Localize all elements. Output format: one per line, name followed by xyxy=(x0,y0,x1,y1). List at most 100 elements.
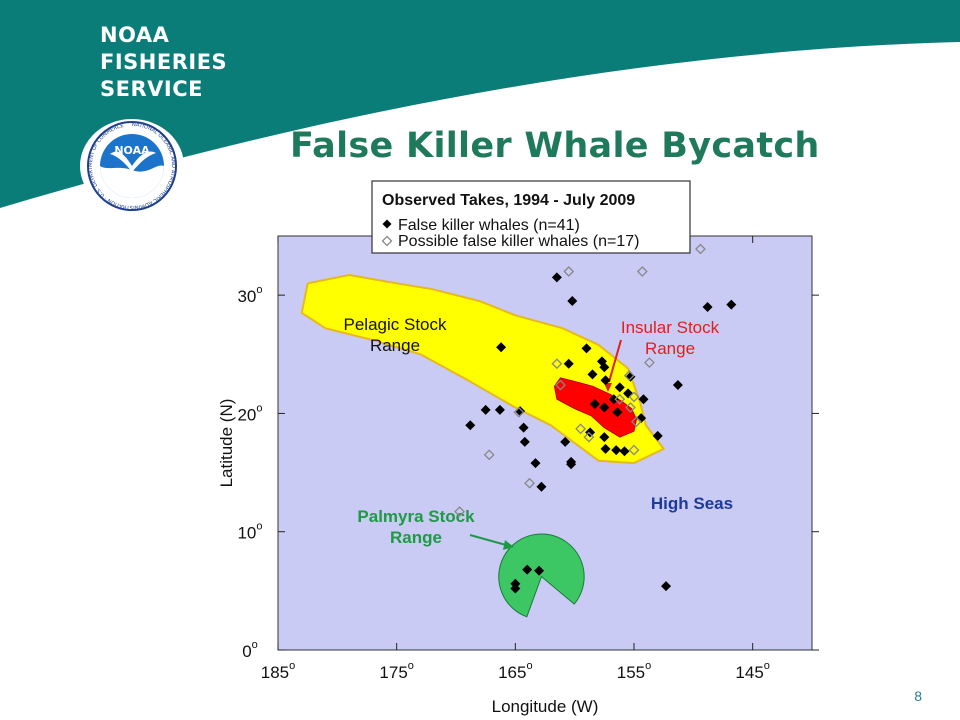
false-killer-whale-point xyxy=(638,394,649,405)
false-killer-whale-point xyxy=(530,458,541,469)
insular-arrowhead xyxy=(604,383,612,392)
x-tick-label: 165o xyxy=(498,660,533,682)
possible-false-killer-whale-point xyxy=(575,423,587,435)
false-killer-whale-point xyxy=(518,422,529,433)
false-killer-whale-point xyxy=(702,301,713,312)
x-tick-label: 185o xyxy=(261,660,296,682)
x-tick-label: 155o xyxy=(617,660,652,682)
possible-false-killer-whale-point xyxy=(625,402,636,413)
possible-false-killer-whale-point xyxy=(454,506,465,518)
insular-stock-label: Insular Stock xyxy=(621,318,720,337)
palmyra-arrow xyxy=(469,534,507,546)
legend-title: Observed Takes, 1994 - July 2009 xyxy=(382,192,635,209)
y-tick-label: 30o xyxy=(237,284,262,306)
x-axis-label: Longitude (W) xyxy=(492,697,599,716)
tick-degree: o xyxy=(256,521,262,533)
insular-arrow xyxy=(608,339,622,383)
legend-open-diamond-icon xyxy=(381,235,393,247)
tick-degree: o xyxy=(256,402,262,414)
possible-false-killer-whale-point xyxy=(524,477,535,489)
possible-false-killer-whale-point xyxy=(644,357,655,368)
false-killer-whale-point xyxy=(496,342,507,353)
seal-label: NOAA xyxy=(114,144,150,157)
false-killer-whale-point xyxy=(619,446,630,457)
insular-stock-label-line2: Range xyxy=(645,339,695,358)
possible-false-killer-whale-point xyxy=(583,431,595,443)
false-killer-whale-point xyxy=(672,380,683,391)
page-number: 8 xyxy=(914,688,922,704)
noaa-seal-icon: NATIONAL OCEANIC AND ATMOSPHERIC ADMINIS… xyxy=(80,119,184,213)
tick-degree: o xyxy=(526,660,532,672)
legend-box xyxy=(371,180,691,254)
palmyra-stock-label: Palmyra Stock xyxy=(357,507,475,526)
false-killer-whale-point xyxy=(480,404,491,415)
x-tick-label: 145o xyxy=(735,660,770,682)
palmyra-arrowhead xyxy=(503,540,514,550)
high-seas-label: High Seas xyxy=(651,494,733,513)
y-tick-label: 0o xyxy=(242,639,258,661)
false-killer-whale-point xyxy=(510,578,521,589)
false-killer-whale-point xyxy=(465,420,476,431)
false-killer-whale-point xyxy=(563,358,574,369)
false-killer-whale-point xyxy=(519,436,530,447)
possible-false-killer-whale-point xyxy=(628,444,640,456)
false-killer-whale-point xyxy=(661,581,672,592)
slide-title: False Killer Whale Bycatch xyxy=(290,126,820,166)
possible-false-killer-whale-point xyxy=(563,266,575,277)
false-killer-whale-point xyxy=(600,443,611,454)
legend-entry: Possible false killer whales (n=17) xyxy=(398,233,639,250)
tick-degree: o xyxy=(764,660,770,672)
tick-degree: o xyxy=(289,660,295,672)
false-killer-whale-point xyxy=(567,296,578,307)
possible-false-killer-whale-point xyxy=(513,406,525,418)
false-killer-whale-point xyxy=(608,394,619,405)
false-killer-whale-point xyxy=(522,564,533,575)
tick-degree: o xyxy=(645,660,651,672)
legend-entry: False killer whales (n=41) xyxy=(398,217,580,234)
false-killer-whale-point xyxy=(581,343,592,354)
x-tick-label: 175o xyxy=(379,660,414,682)
false-killer-whale-point xyxy=(611,445,622,456)
false-killer-whale-point xyxy=(494,404,505,415)
false-killer-whale-point xyxy=(560,436,571,447)
logo-line-3: SERVICE xyxy=(100,77,203,101)
logo-line-1: NOAA xyxy=(100,23,170,47)
possible-false-killer-whale-point xyxy=(551,358,563,370)
y-tick-label: 20o xyxy=(237,402,262,424)
possible-false-killer-whale-point xyxy=(614,393,626,405)
header-banner xyxy=(0,0,960,208)
false-killer-whale-point xyxy=(589,398,600,409)
legend-filled-diamond-icon xyxy=(382,219,392,229)
pelagic-stock-label-line2: Range xyxy=(370,336,420,355)
false-killer-whale-point xyxy=(585,427,596,438)
tick-degree: o xyxy=(252,639,258,651)
false-killer-whale-point xyxy=(566,456,577,467)
false-killer-whale-point xyxy=(600,375,611,386)
possible-false-killer-whale-point xyxy=(636,266,648,277)
false-killer-whale-point xyxy=(599,362,610,373)
possible-false-killer-whale-point xyxy=(483,449,495,461)
false-killer-whale-point xyxy=(536,481,547,492)
y-axis-label: Latitude (N) xyxy=(217,399,236,488)
chart-legend: Observed Takes, 1994 - July 2009 False ki… xyxy=(371,180,691,254)
false-killer-whale-point xyxy=(551,272,562,283)
tick-degree: o xyxy=(256,284,262,296)
possible-false-killer-whale-point xyxy=(695,243,706,255)
palmyra-stock-region xyxy=(498,533,585,618)
false-killer-whale-point xyxy=(636,413,647,424)
possible-false-killer-whale-point xyxy=(623,370,635,381)
false-killer-whale-point xyxy=(614,382,625,393)
y-tick-label: 10o xyxy=(237,521,262,543)
false-killer-whale-point xyxy=(534,565,545,576)
false-killer-whale-point xyxy=(652,430,663,441)
pelagic-stock-region xyxy=(300,274,665,465)
false-killer-whale-point xyxy=(612,407,623,418)
possible-false-killer-whale-point xyxy=(555,379,566,391)
teal-wave-banner xyxy=(0,0,960,208)
palmyra-stock-label-line2: Range xyxy=(390,528,442,547)
possible-false-killer-whale-point xyxy=(630,416,642,428)
tick-degree: o xyxy=(408,660,414,672)
false-killer-whale-point xyxy=(726,299,737,310)
false-killer-whale-point xyxy=(599,432,610,443)
possible-false-killer-whale-point xyxy=(628,391,640,403)
